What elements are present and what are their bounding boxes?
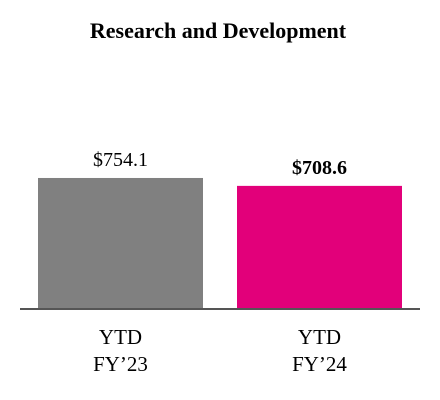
chart-title: Research and Development [90,18,347,43]
value-label: $754.1 [93,149,148,171]
x-tick-label: YTD FY’24 [292,325,347,376]
x-tick-label: YTD FY’23 [93,325,148,376]
value-label: $708.6 [292,157,347,179]
bar [237,185,402,309]
bar [38,177,203,309]
